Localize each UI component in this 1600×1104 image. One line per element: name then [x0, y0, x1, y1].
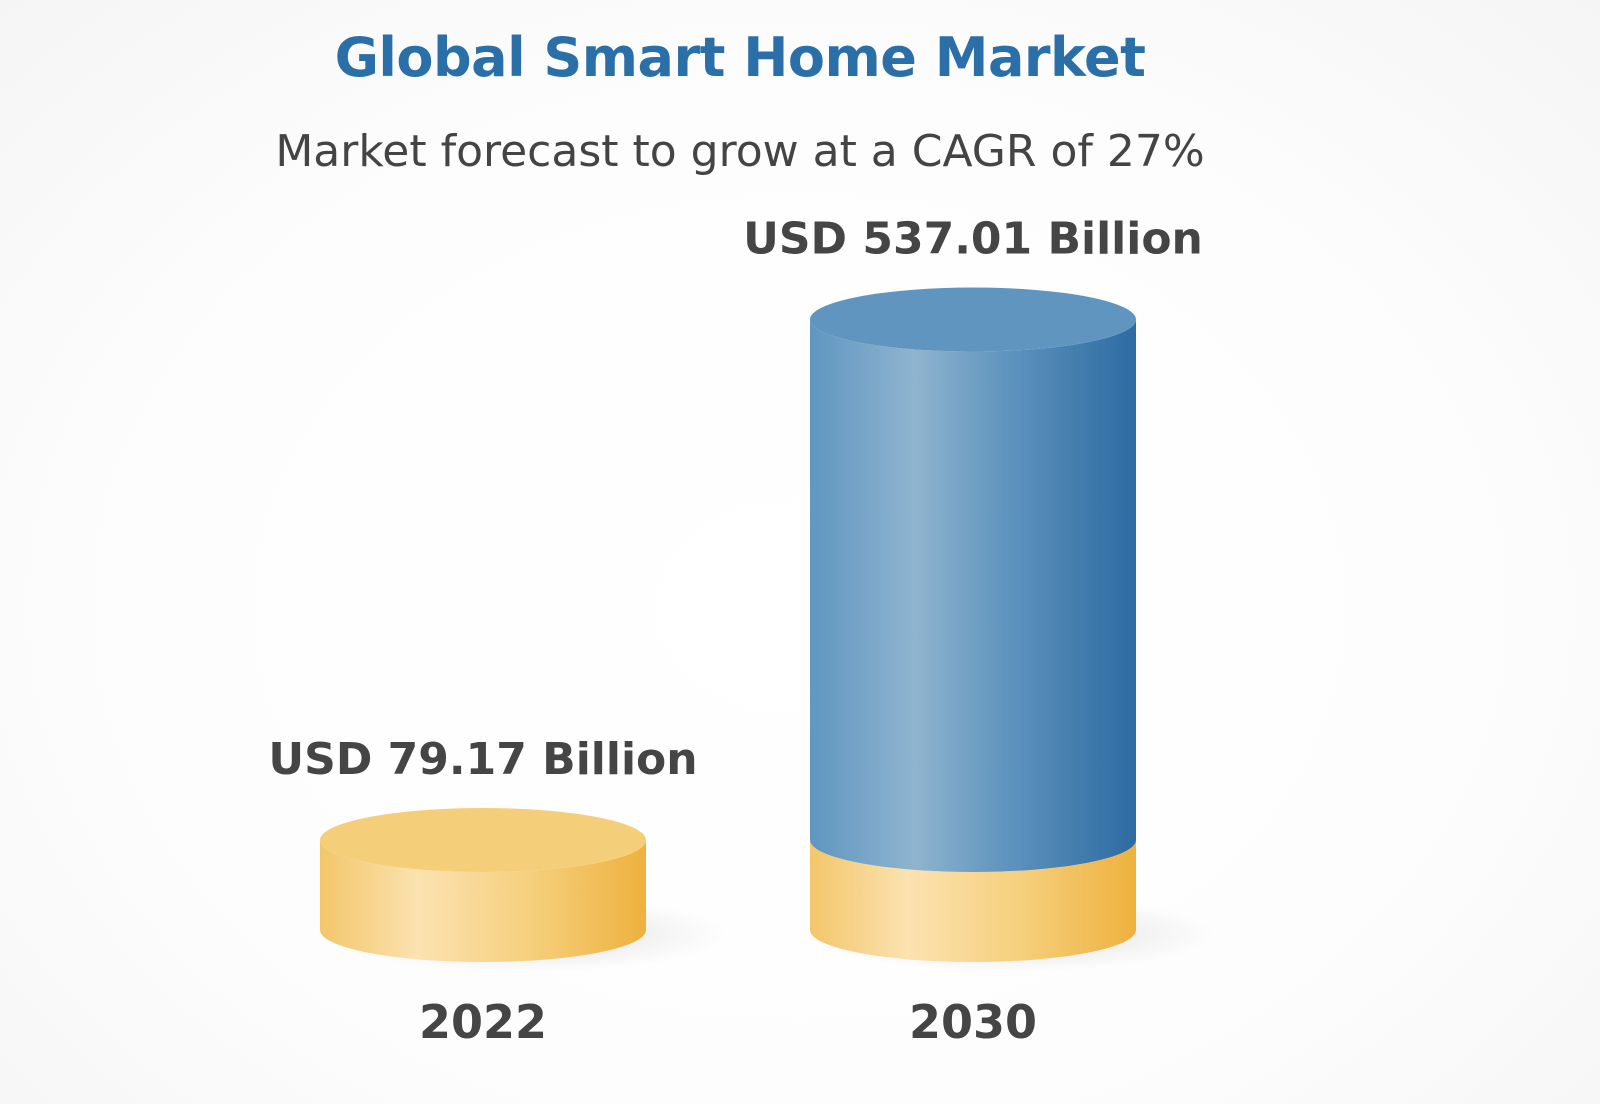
x-tick-label: 2030	[909, 995, 1037, 1049]
growth-segment-2030-side	[810, 319, 1136, 872]
bar-top-cap-2022	[320, 808, 646, 872]
bar-top-cap-2030	[810, 287, 1136, 352]
base-segment-2022	[320, 840, 646, 962]
bar-2030	[810, 287, 1136, 962]
base-segment-2022-side	[320, 840, 646, 962]
growth-segment-2030	[810, 319, 1136, 872]
chart-title: Global Smart Home Market	[334, 26, 1146, 89]
bar-value-label: USD 537.01 Billion	[743, 214, 1203, 265]
bar-2022	[320, 808, 646, 962]
base-segment-2030	[810, 840, 1136, 962]
bar-value-label: USD 79.17 Billion	[268, 734, 697, 785]
chart-subtitle: Market forecast to grow at a CAGR of 27%	[275, 126, 1205, 177]
base-segment-2030-side	[810, 840, 1136, 962]
x-tick-label: 2022	[419, 995, 547, 1049]
